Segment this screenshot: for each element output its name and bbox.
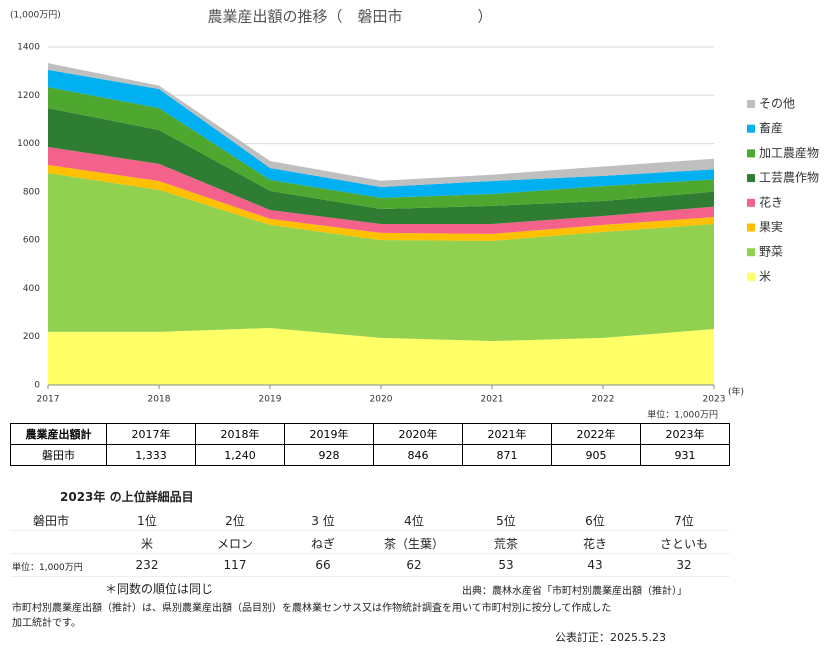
totals-table: 農業産出額計 2017年 2018年 2019年 2020年 2021年 2022年 2023… <box>10 423 730 466</box>
area <box>48 108 714 224</box>
x-tick-label: 2021 <box>481 395 504 405</box>
row-line <box>10 576 730 577</box>
rank: 1位 <box>137 514 157 528</box>
legend-label: 米 <box>759 269 771 283</box>
rank: 5位 <box>496 514 516 528</box>
y-tick-label: 200 <box>23 332 40 342</box>
legend-swatch <box>747 272 755 281</box>
header-cell: 2017年 <box>106 423 196 445</box>
item: 茶（生葉） <box>383 537 444 551</box>
legend-swatch <box>747 124 755 133</box>
revision: 公表訂正：2025.5.23 <box>555 631 666 644</box>
x-tick-label: 2022 <box>592 395 615 405</box>
rank: 2位 <box>225 514 245 528</box>
header-cell: 2019年 <box>284 423 374 445</box>
x-tick-label: 2020 <box>370 395 393 405</box>
area <box>48 69 714 198</box>
header-cell: 2020年 <box>373 423 463 445</box>
header-row: 農業産出額計 2017年 2018年 2019年 2020年 2021年 2022年 2023… <box>10 423 730 445</box>
item: メロン <box>216 537 253 551</box>
rank: 4位 <box>404 514 424 528</box>
legend-label: その他 <box>759 97 795 111</box>
item: 荒茶 <box>493 537 518 551</box>
y-unit-label: (1,000万円) <box>10 10 61 21</box>
x-tick-label: 2018 <box>148 395 171 405</box>
x-unit-label: (年) <box>728 386 744 398</box>
y-tick-label: 1400 <box>17 43 40 53</box>
value: 32 <box>676 558 692 572</box>
region: 磐田市 <box>33 514 70 528</box>
chart: 農業産出額の推移（ 磐田市 ） (1,000万円) (年) 単位：1,000万円… <box>10 8 819 421</box>
row-line <box>10 553 730 554</box>
y-tick-label: 400 <box>23 284 40 294</box>
y-tick-label: 600 <box>23 236 40 246</box>
item: さといも <box>659 537 708 551</box>
description-2: 加工統計です。 <box>12 618 81 629</box>
area <box>48 328 714 385</box>
value: 66 <box>315 558 331 572</box>
header-cell: 2021年 <box>462 423 552 445</box>
legend-label: 果実 <box>759 219 783 234</box>
table-cell: 928 <box>284 444 374 466</box>
rank: 3 位 <box>311 514 335 528</box>
item: 米 <box>140 537 153 551</box>
description: 市町村別農業産出額（推計）は、県別農業産出額（品目別）を農林業センサス又は作物統… <box>12 603 612 614</box>
value: 117 <box>223 558 247 572</box>
legend-label: 畜産 <box>759 120 783 135</box>
table-cell: 磐田市 <box>10 444 107 466</box>
legend-swatch <box>747 174 755 183</box>
table-cell: 846 <box>373 444 463 466</box>
value: 43 <box>587 558 603 572</box>
legend-swatch <box>747 248 755 257</box>
data-row: 磐田市 1,333 1,240 928 846 871 905 931 <box>10 444 730 466</box>
header-cell: 2018年 <box>195 423 285 445</box>
rank-note: ＊同数の順位は同じ <box>105 582 214 596</box>
legend-swatch <box>747 100 755 108</box>
legend-label: 加工農産物 <box>759 145 819 160</box>
unit-note: 単位：1,000万円 <box>647 409 718 421</box>
item: 花き <box>582 537 607 551</box>
legend-label: 工芸農作物 <box>759 171 819 185</box>
header-cell: 2023年 <box>640 423 730 445</box>
header-cell: 農業産出額計 <box>10 423 107 445</box>
table-cell: 1,240 <box>195 444 285 466</box>
value: 62 <box>406 558 422 572</box>
value: 53 <box>498 558 514 572</box>
table-cell: 931 <box>640 444 730 466</box>
header-cell: 2022年 <box>551 423 641 445</box>
value: 232 <box>135 558 159 572</box>
unit: 単位：1,000万円 <box>12 563 83 573</box>
table-cell: 871 <box>462 444 552 466</box>
area <box>48 173 714 342</box>
x-tick-label: 2019 <box>259 395 282 405</box>
table-cell: 1,333 <box>106 444 196 466</box>
area <box>48 87 714 209</box>
source: 出典：農林水産省「市町村別農業産出額（推計）」 <box>462 586 687 597</box>
rank: 7位 <box>674 514 694 528</box>
y-tick-label: 800 <box>23 187 40 197</box>
x-tick-label: 2017 <box>37 395 60 405</box>
legend-swatch <box>747 198 755 207</box>
table-cell: 905 <box>551 444 641 466</box>
top-items-title: 2023年 の上位詳細品目 <box>60 490 194 504</box>
row-line <box>10 530 730 531</box>
rank: 6位 <box>585 514 605 528</box>
legend-label: 野菜 <box>759 245 783 259</box>
legend-swatch <box>747 223 755 232</box>
item: ねぎ <box>310 537 335 551</box>
y-tick-label: 0 <box>34 381 40 391</box>
legend-swatch <box>747 149 755 158</box>
legend-label: 花き <box>759 194 783 209</box>
y-tick-label: 1200 <box>17 91 40 101</box>
x-tick-label: 2023 <box>703 395 726 405</box>
y-tick-label: 1000 <box>17 139 40 149</box>
chart-title: 農業産出額の推移（ 磐田市 ） <box>207 8 492 26</box>
